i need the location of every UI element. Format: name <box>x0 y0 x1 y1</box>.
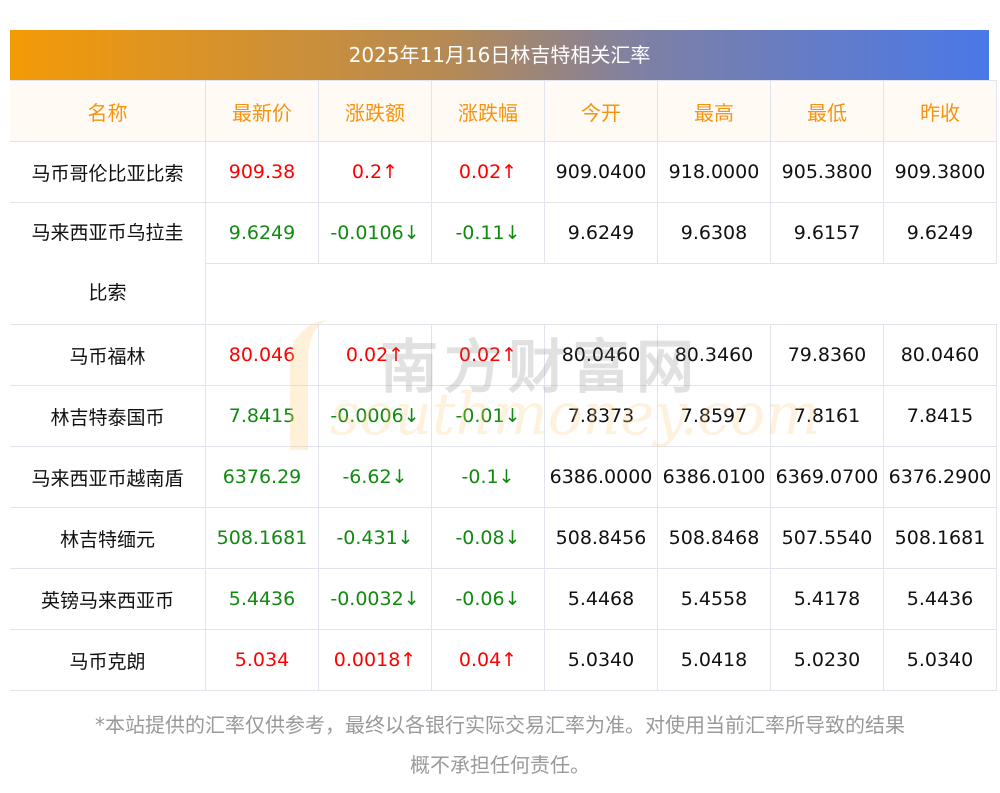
cell-open: 5.0340 <box>544 629 658 691</box>
disclaimer: *本站提供的汇率仅供参考，最终以各银行实际交易汇率为准。对使用当前汇率所导致的结… <box>0 705 1000 785</box>
cell-high: 7.8597 <box>657 385 771 447</box>
column-header: 最低 <box>770 80 884 142</box>
cell-prev: 909.3800 <box>883 141 997 203</box>
currency-pair-name: 马币福林 <box>10 324 206 386</box>
cell-change: 0.02↑ <box>318 324 432 386</box>
currency-pair-name: 英镑马来西亚币 <box>10 568 206 630</box>
cell-change: 0.2↑ <box>318 141 432 203</box>
cell-prev: 6376.2900 <box>883 446 997 508</box>
column-header: 名称 <box>10 80 206 142</box>
table-row: 马币哥伦比亚比索 909.38 0.2↑ 0.02↑ 909.0400 918.0000 9… <box>10 141 997 203</box>
cell-low: 5.4178 <box>770 568 884 630</box>
cell-change: 0.0018↑ <box>318 629 432 691</box>
cell-low: 9.6157 <box>770 202 884 264</box>
cell-open: 508.8456 <box>544 507 658 569</box>
header-row: 名称 最新价 涨跌额 涨跌幅 今开 最高 最低 昨收 <box>10 80 997 142</box>
cell-pct: -0.01↓ <box>431 385 545 447</box>
table-row: 马来西亚币乌拉圭 比索 9.6249 -0.0106↓ -0.11↓ 9.6249 9.63… <box>10 202 997 325</box>
cell-open: 5.4468 <box>544 568 658 630</box>
currency-pair-name: 林吉特缅元 <box>10 507 206 569</box>
rate-table: 名称 最新价 涨跌额 涨跌幅 今开 最高 最低 昨收 马币哥伦比亚比索 909.38 0.2↑ 0.… <box>10 80 997 691</box>
column-header: 昨收 <box>883 80 997 142</box>
cell-high: 6386.0100 <box>657 446 771 508</box>
currency-pair-name: 林吉特泰国币 <box>10 385 206 447</box>
table-row: 林吉特泰国币 7.8415 -0.0006↓ -0.01↓ 7.8373 7.8597 7.… <box>10 385 997 447</box>
cell-change: -6.62↓ <box>318 446 432 508</box>
cell-prev: 5.0340 <box>883 629 997 691</box>
cell-open: 909.0400 <box>544 141 658 203</box>
cell-pct: 0.02↑ <box>431 141 545 203</box>
table-row: 英镑马来西亚币 5.4436 -0.0032↓ -0.06↓ 5.4468 5.4558 5… <box>10 568 997 630</box>
cell-low: 6369.0700 <box>770 446 884 508</box>
cell-change: -0.0106↓ <box>318 202 432 264</box>
cell-open: 9.6249 <box>544 202 658 264</box>
cell-pct: 0.04↑ <box>431 629 545 691</box>
currency-pair-name: 马来西亚币越南盾 <box>10 446 206 508</box>
cell-pct: -0.08↓ <box>431 507 545 569</box>
cell-change: -0.431↓ <box>318 507 432 569</box>
cell-high: 918.0000 <box>657 141 771 203</box>
cell-high: 5.0418 <box>657 629 771 691</box>
column-header: 最新价 <box>205 80 319 142</box>
cell-change: -0.0032↓ <box>318 568 432 630</box>
table-row: 林吉特缅元 508.1681 -0.431↓ -0.08↓ 508.8456 508.84… <box>10 507 997 569</box>
cell-prev: 7.8415 <box>883 385 997 447</box>
cell-high: 9.6308 <box>657 202 771 264</box>
name-line-2: 比索 <box>88 282 127 304</box>
name-line-1: 马来西亚币乌拉圭 <box>31 222 184 244</box>
cell-low: 905.3800 <box>770 141 884 203</box>
table-row: 马币克朗 5.034 0.0018↑ 0.04↑ 5.0340 5.0418 5.0230 5… <box>10 629 997 691</box>
currency-pair-name: 马来西亚币乌拉圭 比索 <box>10 202 206 325</box>
table-title: 2025年11月16日林吉特相关汇率 <box>10 30 989 80</box>
cell-latest: 6376.29 <box>205 446 319 508</box>
cell-latest: 508.1681 <box>205 507 319 569</box>
cell-low: 7.8161 <box>770 385 884 447</box>
cell-prev: 9.6249 <box>883 202 997 264</box>
column-header: 今开 <box>544 80 658 142</box>
cell-pct: -0.11↓ <box>431 202 545 264</box>
cell-change: -0.0006↓ <box>318 385 432 447</box>
cell-latest: 5.4436 <box>205 568 319 630</box>
currency-pair-name: 马币克朗 <box>10 629 206 691</box>
cell-latest: 7.8415 <box>205 385 319 447</box>
cell-latest: 80.046 <box>205 324 319 386</box>
cell-high: 5.4558 <box>657 568 771 630</box>
disclaimer-line-2: 概不承担任何责任。 <box>410 753 590 777</box>
cell-high: 80.3460 <box>657 324 771 386</box>
table-row: 马来西亚币越南盾 6376.29 -6.62↓ -0.1↓ 6386.0000 6386.… <box>10 446 997 508</box>
cell-open: 80.0460 <box>544 324 658 386</box>
cell-prev: 80.0460 <box>883 324 997 386</box>
disclaimer-line-1: *本站提供的汇率仅供参考，最终以各银行实际交易汇率为准。对使用当前汇率所导致的结… <box>95 713 905 737</box>
table-row: 马币福林 80.046 0.02↑ 0.02↑ 80.0460 80.3460 79.836… <box>10 324 997 386</box>
cell-prev: 5.4436 <box>883 568 997 630</box>
cell-pct: 0.02↑ <box>431 324 545 386</box>
cell-latest: 5.034 <box>205 629 319 691</box>
cell-pct: -0.06↓ <box>431 568 545 630</box>
cell-low: 79.8360 <box>770 324 884 386</box>
currency-pair-name: 马币哥伦比亚比索 <box>10 141 206 203</box>
column-header: 涨跌额 <box>318 80 432 142</box>
rate-table-container: 2025年11月16日林吉特相关汇率 名称 最新价 涨跌额 涨跌幅 今开 最高 最低 昨收 马… <box>10 30 997 691</box>
cell-low: 5.0230 <box>770 629 884 691</box>
cell-prev: 508.1681 <box>883 507 997 569</box>
table-row-continuation <box>10 263 997 325</box>
cell-open: 6386.0000 <box>544 446 658 508</box>
cell-high: 508.8468 <box>657 507 771 569</box>
cell-latest: 9.6249 <box>205 202 319 264</box>
cell-pct: -0.1↓ <box>431 446 545 508</box>
cell-low: 507.5540 <box>770 507 884 569</box>
column-header: 最高 <box>657 80 771 142</box>
empty-cell <box>205 263 997 325</box>
cell-latest: 909.38 <box>205 141 319 203</box>
column-header: 涨跌幅 <box>431 80 545 142</box>
cell-open: 7.8373 <box>544 385 658 447</box>
